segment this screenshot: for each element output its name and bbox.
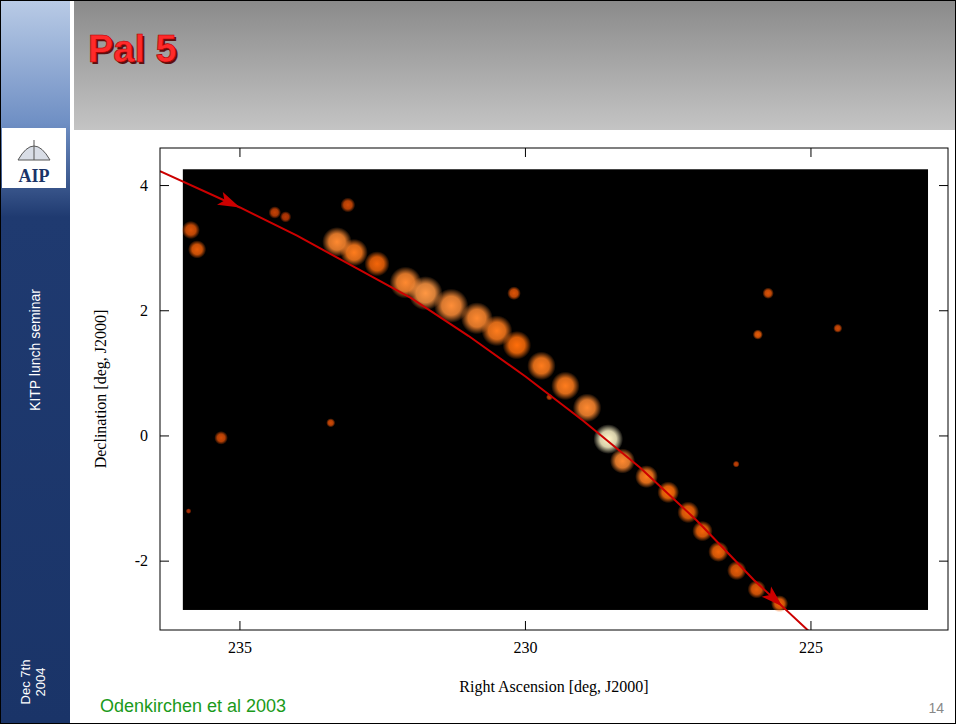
density-blob <box>507 286 521 300</box>
x-tick <box>239 621 240 630</box>
sidebar <box>0 0 70 724</box>
x-tick <box>810 621 811 630</box>
y-tick <box>939 561 948 562</box>
x-tick <box>525 148 526 157</box>
density-blob <box>551 372 580 401</box>
x-tick-label: 230 <box>513 639 537 656</box>
x-tick <box>239 148 240 157</box>
density-blob <box>408 276 442 310</box>
logo-box <box>2 128 66 188</box>
density-blob <box>833 324 842 333</box>
density-blob <box>762 288 773 299</box>
slide-border <box>1 1 956 724</box>
orbit <box>160 171 811 630</box>
y-tick <box>939 185 948 186</box>
plot-frame <box>160 148 948 630</box>
x-tick <box>810 148 811 157</box>
y-tick-label: 0 <box>140 427 148 444</box>
background <box>0 0 956 724</box>
y-tick-label: 4 <box>140 177 148 194</box>
y-tick <box>160 435 169 436</box>
slide: AIPKITP lunch seminarDec 7th2004Pal 5Pal… <box>0 0 956 724</box>
y-axis-title: Declination [deg, J2000] <box>92 310 110 469</box>
y-tick-label: -2 <box>135 552 148 569</box>
logo-slit <box>34 140 35 160</box>
y-tick <box>160 561 169 562</box>
title-bar <box>74 0 956 130</box>
density-blob <box>364 251 389 276</box>
x-tick-label: 225 <box>799 639 823 656</box>
density-blob <box>326 418 335 427</box>
y-tick <box>939 310 948 311</box>
density-blob <box>188 240 206 258</box>
density-blob <box>692 521 713 542</box>
page-number: 14 <box>928 700 944 716</box>
date: 2004 <box>33 668 48 697</box>
density-blob <box>182 221 200 239</box>
y-tick <box>939 435 948 436</box>
density-blob <box>340 198 355 213</box>
density-blob <box>635 465 658 488</box>
density-blob <box>753 329 763 339</box>
density-blob <box>733 461 740 468</box>
orbit-arrow <box>217 192 240 207</box>
y-tick-label: 2 <box>140 302 148 319</box>
y-tick <box>160 185 169 186</box>
title: Pal 5 <box>88 28 177 70</box>
x-tick <box>525 621 526 630</box>
event: KITP lunch seminar <box>27 289 43 411</box>
density-blob <box>573 394 602 423</box>
density-blob <box>527 352 556 381</box>
plot-area <box>160 148 948 630</box>
orbit-arrow <box>762 586 783 606</box>
density-blob <box>268 206 281 219</box>
x-axis-title: Right Ascension [deg, J2000] <box>459 678 648 696</box>
density-blob <box>280 211 291 222</box>
institute: AIP <box>19 166 50 186</box>
date: Dec 7th <box>18 660 33 705</box>
density-blob <box>186 508 192 514</box>
plot-content <box>160 169 928 630</box>
y-tick <box>160 310 169 311</box>
x-tick-label: 235 <box>228 639 252 656</box>
credit: Odenkirchen et al 2003 <box>100 696 286 716</box>
density-blob <box>214 431 228 445</box>
